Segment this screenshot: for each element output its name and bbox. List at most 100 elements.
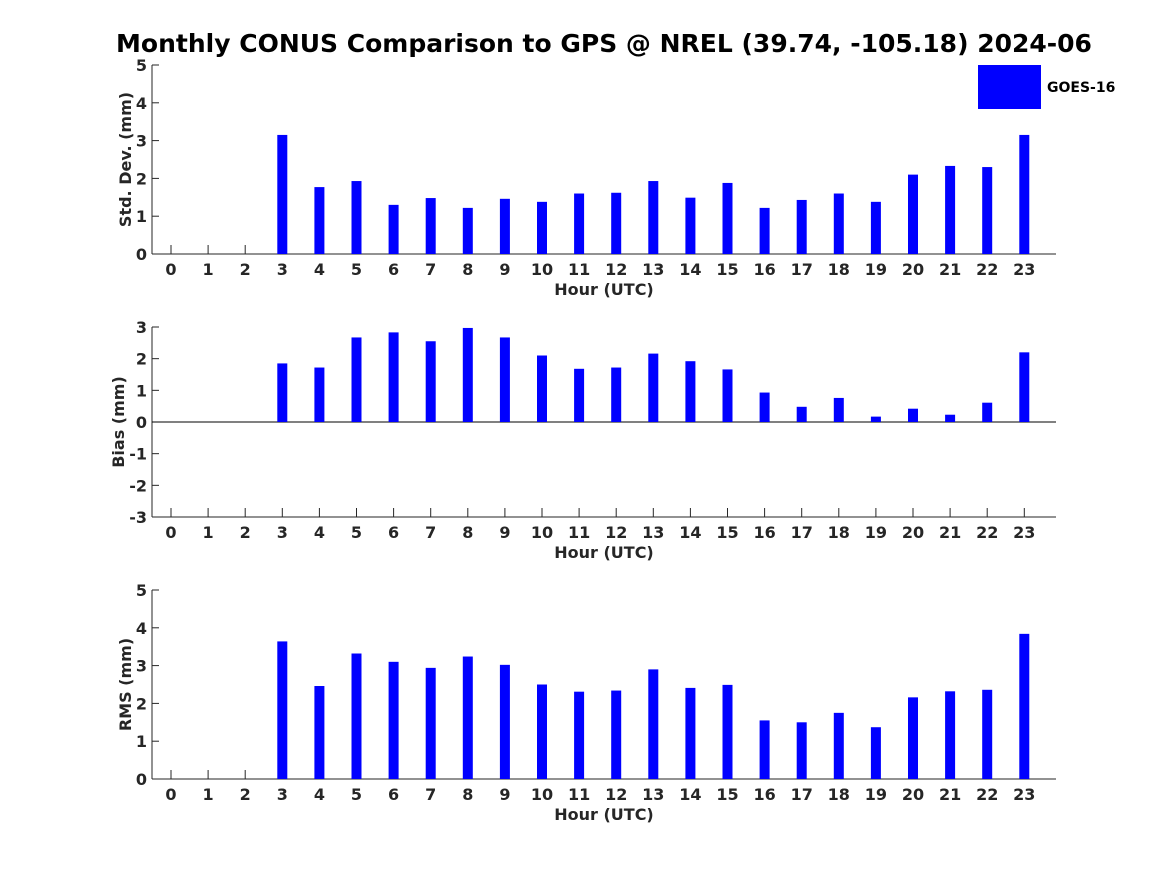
bar bbox=[722, 182, 733, 254]
x-tick-label: 9 bbox=[499, 523, 510, 542]
y-tick-label: 5 bbox=[136, 56, 147, 75]
bar bbox=[611, 690, 622, 779]
x-tick-label: 9 bbox=[499, 260, 510, 279]
x-tick-label: 22 bbox=[976, 260, 998, 279]
x-tick-label: 0 bbox=[165, 785, 176, 804]
bar bbox=[351, 337, 362, 422]
bar bbox=[425, 667, 436, 779]
bar bbox=[611, 367, 622, 422]
x-tick-label: 13 bbox=[642, 260, 664, 279]
y-axis-label: Std. Dev. (mm) bbox=[116, 92, 135, 227]
x-tick-label: 14 bbox=[679, 260, 701, 279]
x-tick-label: 10 bbox=[531, 523, 553, 542]
x-tick-label: 7 bbox=[425, 260, 436, 279]
bar bbox=[351, 181, 362, 254]
bar bbox=[1019, 352, 1030, 422]
x-tick-label: 5 bbox=[351, 785, 362, 804]
bar bbox=[982, 167, 993, 254]
x-tick-label: 5 bbox=[351, 523, 362, 542]
x-tick-label: 18 bbox=[828, 785, 850, 804]
bar bbox=[870, 727, 881, 779]
x-tick-label: 20 bbox=[902, 260, 924, 279]
x-tick-label: 17 bbox=[791, 523, 813, 542]
y-tick-label: 5 bbox=[136, 581, 147, 600]
x-tick-label: 20 bbox=[902, 523, 924, 542]
x-tick-label: 1 bbox=[203, 260, 214, 279]
y-tick-label: 2 bbox=[136, 350, 147, 369]
bar bbox=[945, 165, 956, 254]
y-tick-label: 0 bbox=[136, 770, 147, 789]
bar bbox=[796, 199, 807, 254]
x-tick-label: 18 bbox=[828, 260, 850, 279]
x-tick-label: 15 bbox=[716, 260, 738, 279]
bar bbox=[574, 691, 585, 779]
x-tick-label: 23 bbox=[1013, 523, 1035, 542]
x-tick-label: 3 bbox=[277, 785, 288, 804]
x-tick-label: 12 bbox=[605, 523, 627, 542]
chart-title: Monthly CONUS Comparison to GPS @ NREL (… bbox=[116, 29, 1092, 58]
x-tick-label: 10 bbox=[531, 785, 553, 804]
bar bbox=[537, 684, 547, 779]
bar bbox=[611, 192, 622, 254]
bar bbox=[462, 656, 473, 779]
bar bbox=[945, 414, 956, 422]
x-tick-label: 21 bbox=[939, 785, 961, 804]
x-tick-label: 20 bbox=[902, 785, 924, 804]
y-tick-label: 1 bbox=[136, 381, 147, 400]
x-tick-label: 12 bbox=[605, 260, 627, 279]
bar bbox=[908, 174, 918, 254]
bar bbox=[833, 397, 844, 422]
bar bbox=[722, 684, 733, 779]
x-tick-label: 0 bbox=[165, 260, 176, 279]
x-tick-label: 12 bbox=[605, 785, 627, 804]
x-tick-label: 8 bbox=[462, 785, 473, 804]
bar bbox=[388, 204, 399, 254]
x-tick-label: 3 bbox=[277, 260, 288, 279]
y-tick-label: 4 bbox=[136, 619, 147, 638]
y-tick-label: -2 bbox=[129, 476, 147, 495]
x-tick-label: 22 bbox=[976, 785, 998, 804]
x-tick-label: 2 bbox=[240, 785, 251, 804]
bar bbox=[314, 187, 325, 254]
x-tick-label: 9 bbox=[499, 785, 510, 804]
x-tick-label: 13 bbox=[642, 785, 664, 804]
x-axis-label: Hour (UTC) bbox=[554, 280, 654, 299]
x-tick-label: 11 bbox=[568, 785, 590, 804]
bar bbox=[722, 369, 733, 422]
x-tick-label: 2 bbox=[240, 523, 251, 542]
y-tick-label: 4 bbox=[136, 94, 147, 113]
x-tick-label: 6 bbox=[388, 260, 399, 279]
y-tick-label: 1 bbox=[136, 732, 147, 751]
bar bbox=[833, 193, 844, 254]
bar bbox=[945, 691, 956, 779]
bar bbox=[648, 353, 659, 422]
x-tick-label: 16 bbox=[753, 260, 775, 279]
x-tick-label: 8 bbox=[462, 523, 473, 542]
bar bbox=[388, 332, 399, 422]
x-tick-label: 17 bbox=[791, 785, 813, 804]
bar bbox=[462, 207, 473, 254]
legend: GOES-16 bbox=[978, 65, 1115, 109]
x-tick-label: 21 bbox=[939, 260, 961, 279]
y-axis-label: RMS (mm) bbox=[116, 638, 135, 731]
bar bbox=[982, 402, 993, 422]
bar bbox=[277, 363, 288, 422]
x-tick-label: 8 bbox=[462, 260, 473, 279]
bar bbox=[759, 720, 770, 779]
x-tick-label: 17 bbox=[791, 260, 813, 279]
legend-label: GOES-16 bbox=[1047, 80, 1115, 96]
bar bbox=[759, 392, 770, 422]
x-tick-label: 6 bbox=[388, 785, 399, 804]
x-tick-label: 0 bbox=[165, 523, 176, 542]
x-tick-label: 6 bbox=[388, 523, 399, 542]
bar bbox=[499, 198, 510, 254]
x-axis-label: Hour (UTC) bbox=[554, 543, 654, 562]
x-tick-label: 13 bbox=[642, 523, 664, 542]
x-tick-label: 3 bbox=[277, 523, 288, 542]
y-tick-label: 3 bbox=[136, 132, 147, 151]
x-tick-label: 4 bbox=[314, 260, 325, 279]
x-tick-label: 19 bbox=[865, 785, 887, 804]
x-tick-label: 15 bbox=[716, 523, 738, 542]
